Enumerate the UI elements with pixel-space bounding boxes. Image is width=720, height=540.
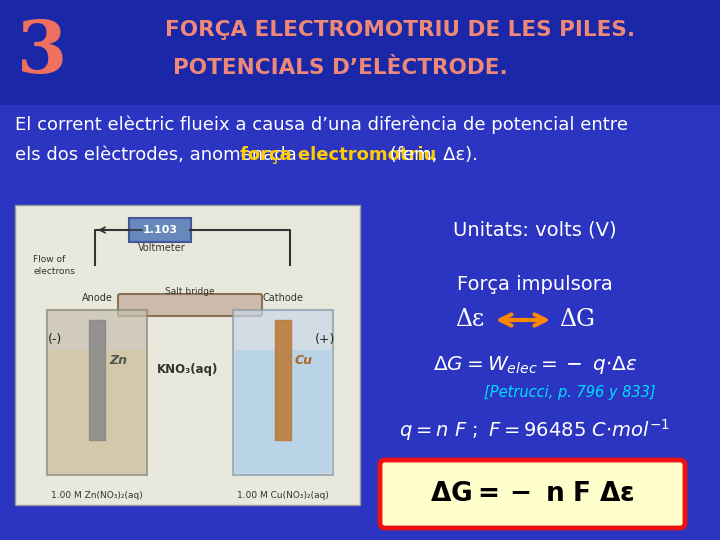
Text: (fem, Δε).: (fem, Δε). (384, 146, 478, 164)
Text: [Petrucci, p. 796 y 833]: [Petrucci, p. 796 y 833] (484, 386, 656, 401)
Text: 1.00 M Cu(NO₃)₂(aq): 1.00 M Cu(NO₃)₂(aq) (237, 490, 329, 500)
FancyBboxPatch shape (15, 205, 360, 505)
Text: ΔG: ΔG (559, 308, 595, 332)
FancyBboxPatch shape (118, 294, 262, 316)
Text: 3: 3 (17, 17, 67, 87)
Text: El corrent elèctric flueix a causa d’una diferència de potencial entre: El corrent elèctric flueix a causa d’una… (15, 116, 628, 134)
Text: 1.00 M Zn(NO₃)₂(aq): 1.00 M Zn(NO₃)₂(aq) (51, 490, 143, 500)
Text: POTENCIALS D’ELÈCTRODE.: POTENCIALS D’ELÈCTRODE. (173, 58, 508, 78)
Text: Δε: Δε (455, 308, 485, 332)
Text: Salt bridge: Salt bridge (165, 287, 215, 295)
FancyBboxPatch shape (233, 310, 333, 475)
Text: FORÇA ELECTROMOTRIU DE LES PILES.: FORÇA ELECTROMOTRIU DE LES PILES. (165, 20, 635, 40)
Text: (+): (+) (315, 334, 336, 347)
FancyBboxPatch shape (0, 0, 720, 105)
Text: $\Delta G = W_{elec} = -\ q{\cdot}\Delta\varepsilon$: $\Delta G = W_{elec} = -\ q{\cdot}\Delta… (433, 354, 637, 376)
Text: Voltmeter: Voltmeter (138, 243, 186, 253)
FancyBboxPatch shape (235, 350, 331, 473)
FancyBboxPatch shape (47, 310, 147, 475)
Text: 1.103: 1.103 (143, 225, 177, 235)
Text: KNO₃(aq): KNO₃(aq) (157, 363, 218, 376)
Text: $q = n\ F\ ;\ F = 96485\ C{\cdot}mol^{-1}$: $q = n\ F\ ;\ F = 96485\ C{\cdot}mol^{-1… (400, 417, 670, 443)
Text: Cu: Cu (295, 354, 313, 367)
FancyBboxPatch shape (380, 460, 685, 528)
Text: (-): (-) (48, 334, 62, 347)
Text: Zn: Zn (109, 354, 127, 367)
Text: Força impulsora: Força impulsora (457, 275, 613, 294)
Text: $\mathbf{\Delta G = -\ n\ F\ \Delta\varepsilon}$: $\mathbf{\Delta G = -\ n\ F\ \Delta\vare… (430, 481, 635, 507)
Text: Unitats: volts (V): Unitats: volts (V) (453, 220, 617, 240)
Text: electrons: electrons (33, 267, 75, 275)
Text: força electromotriu: força electromotriu (240, 146, 436, 164)
Text: Cathode: Cathode (263, 293, 303, 303)
FancyBboxPatch shape (129, 218, 191, 242)
Text: Flow of: Flow of (33, 255, 66, 265)
Text: Anode: Anode (81, 293, 112, 303)
Text: els dos elèctrodes, anomenada: els dos elèctrodes, anomenada (15, 146, 302, 164)
FancyBboxPatch shape (49, 350, 145, 473)
